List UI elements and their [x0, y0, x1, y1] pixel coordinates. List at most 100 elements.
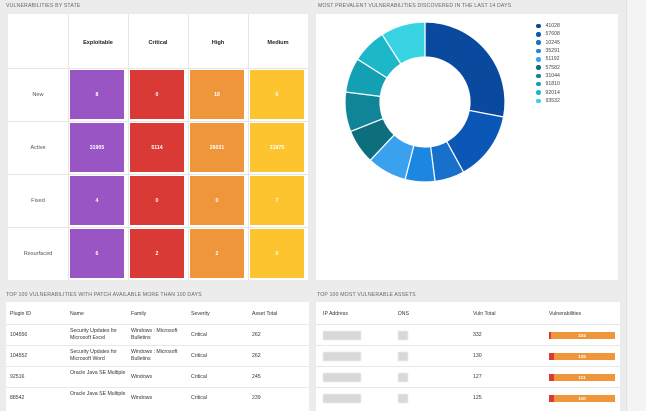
divider [248, 14, 249, 280]
col-header-family[interactable]: Family [131, 311, 147, 317]
legend-item[interactable]: 31044 [536, 72, 560, 80]
divider [8, 174, 308, 175]
col-header-dns[interactable]: DNS [398, 311, 409, 317]
table-row[interactable]: 127 111 [316, 366, 620, 387]
col-header-ip-address[interactable]: IP Address [323, 311, 348, 317]
matrix-cell[interactable]: 0 [250, 229, 304, 278]
divider [8, 227, 308, 228]
assets-table-title: TOP 100 MOST VULNERABLE ASSETS [317, 292, 416, 298]
legend-label: 35291 [545, 48, 560, 55]
legend-swatch [536, 40, 541, 45]
donut-slice[interactable] [381, 21, 426, 65]
bar-value: 125 [578, 354, 586, 359]
scrollbar[interactable] [626, 0, 646, 411]
donut-title: MOST PREVALENT VULNERABILITIES DISCOVERE… [318, 3, 512, 9]
cell-severity: Critical [191, 395, 207, 401]
cell-vuln-total: 127 [473, 374, 482, 380]
matrix-cell[interactable]: 31905 [70, 123, 124, 172]
vulnerability-bar[interactable]: 324 [549, 332, 615, 339]
legend-item[interactable]: 92014 [536, 88, 560, 96]
matrix-cell[interactable]: 21875 [250, 123, 304, 172]
cell-family: Windows : Microsoft Bulletins [131, 349, 178, 362]
col-header-vuln-total[interactable]: Vuln Total [473, 311, 496, 317]
bar-value: 111 [578, 375, 586, 380]
col-header-severity[interactable]: Severity [191, 311, 210, 317]
legend-item[interactable]: 41028 [536, 22, 560, 30]
matrix-cell[interactable]: 8 [70, 70, 124, 119]
matrix-cell[interactable]: 6 [70, 229, 124, 278]
legend-swatch [536, 57, 541, 62]
legend-item[interactable]: 57608 [536, 30, 560, 38]
table-row[interactable]: 332 324 [316, 324, 620, 345]
table-row[interactable]: 92516 Oracle Java SE Multiple Windows Criti… [6, 366, 309, 387]
matrix-col-header: Medium [267, 40, 289, 46]
divider [128, 14, 129, 280]
cell-severity: Critical [191, 353, 207, 359]
legend-label: 31044 [545, 72, 560, 79]
legend-label: 57582 [545, 64, 560, 71]
matrix-row-label: Resurfaced [23, 251, 53, 257]
matrix-cell[interactable]: 6 [250, 70, 304, 119]
legend-item[interactable]: 57582 [536, 63, 560, 71]
legend-swatch [536, 98, 541, 104]
matrix-cell[interactable]: 0 [130, 176, 184, 225]
table-row[interactable]: 130 125 [316, 345, 620, 366]
vulnerability-bar[interactable]: 111 [549, 374, 615, 381]
redacted-ip [323, 373, 361, 382]
redacted-ip [323, 331, 361, 340]
col-header-asset-total[interactable]: Asset Total [252, 311, 278, 317]
matrix-cell[interactable]: 4 [70, 176, 124, 225]
table-row[interactable]: 125 110 [316, 387, 620, 408]
col-header-name[interactable]: Name [70, 311, 84, 317]
cell-name: Security Updates for Microsoft Word [70, 349, 117, 362]
legend-label: 51192 [545, 56, 560, 63]
cell-name: Oracle Java SE Multiple [70, 391, 126, 397]
redacted-ip [323, 394, 361, 403]
matrix-cell[interactable]: 2 [190, 229, 244, 278]
col-header-vulnerabilities[interactable]: Vulnerabilities [549, 311, 582, 317]
matrix-row-label: Fixed [31, 198, 45, 204]
divider [68, 14, 69, 280]
cell-total: 262 [252, 332, 261, 338]
table-row[interactable]: 104552 Security Updates for Microsoft Wor… [6, 345, 309, 366]
legend-label: 91810 [545, 81, 560, 88]
table-row[interactable]: 104556 Security Updates for Microsoft Exc… [6, 324, 309, 345]
redacted-ip [323, 352, 361, 361]
cell-id: 104556 [10, 332, 28, 338]
cell-vuln-total: 332 [473, 332, 482, 338]
vulnerability-bar[interactable]: 125 [549, 353, 615, 360]
matrix-cell[interactable]: 26031 [190, 123, 244, 172]
legend-item[interactable]: 51192 [536, 55, 560, 63]
cell-family: Windows : Microsoft Bulletins [131, 328, 178, 341]
divider [8, 68, 308, 69]
redacted-dns [398, 352, 408, 361]
matrix-cell[interactable]: 18 [190, 70, 244, 119]
legend-swatch [536, 48, 541, 54]
donut-slice[interactable] [424, 21, 506, 118]
table-row[interactable]: 88542 Oracle Java SE Multiple Windows Criti… [6, 387, 309, 408]
redacted-dns [398, 394, 408, 403]
cell-id: 104552 [10, 353, 28, 359]
cell-total: 262 [252, 353, 261, 359]
cell-severity: Critical [191, 332, 207, 338]
cell-name: Oracle Java SE Multiple [70, 370, 126, 376]
matrix-cell[interactable]: 0 [190, 176, 244, 225]
divider [8, 121, 308, 122]
legend-item[interactable]: 93532 [536, 97, 560, 105]
legend-item[interactable]: 35291 [536, 47, 560, 55]
legend-swatch [536, 32, 541, 37]
col-header-plugin-id[interactable]: Plugin ID [10, 311, 32, 317]
legend-item[interactable]: 91810 [536, 80, 560, 88]
matrix-cell[interactable]: 5114 [130, 123, 184, 172]
legend-swatch [536, 73, 541, 79]
legend-label: 41028 [545, 23, 560, 30]
legend-item[interactable]: 10245 [536, 39, 560, 47]
legend-label: 92014 [545, 89, 560, 96]
matrix-cell[interactable]: 2 [130, 229, 184, 278]
vulnerability-bar[interactable]: 110 [549, 395, 615, 402]
matrix-cell[interactable]: 0 [130, 70, 184, 119]
cell-id: 92516 [10, 374, 25, 380]
matrix-cell[interactable]: 7 [250, 176, 304, 225]
redacted-dns [398, 373, 408, 382]
legend-label: 93532 [545, 97, 560, 104]
